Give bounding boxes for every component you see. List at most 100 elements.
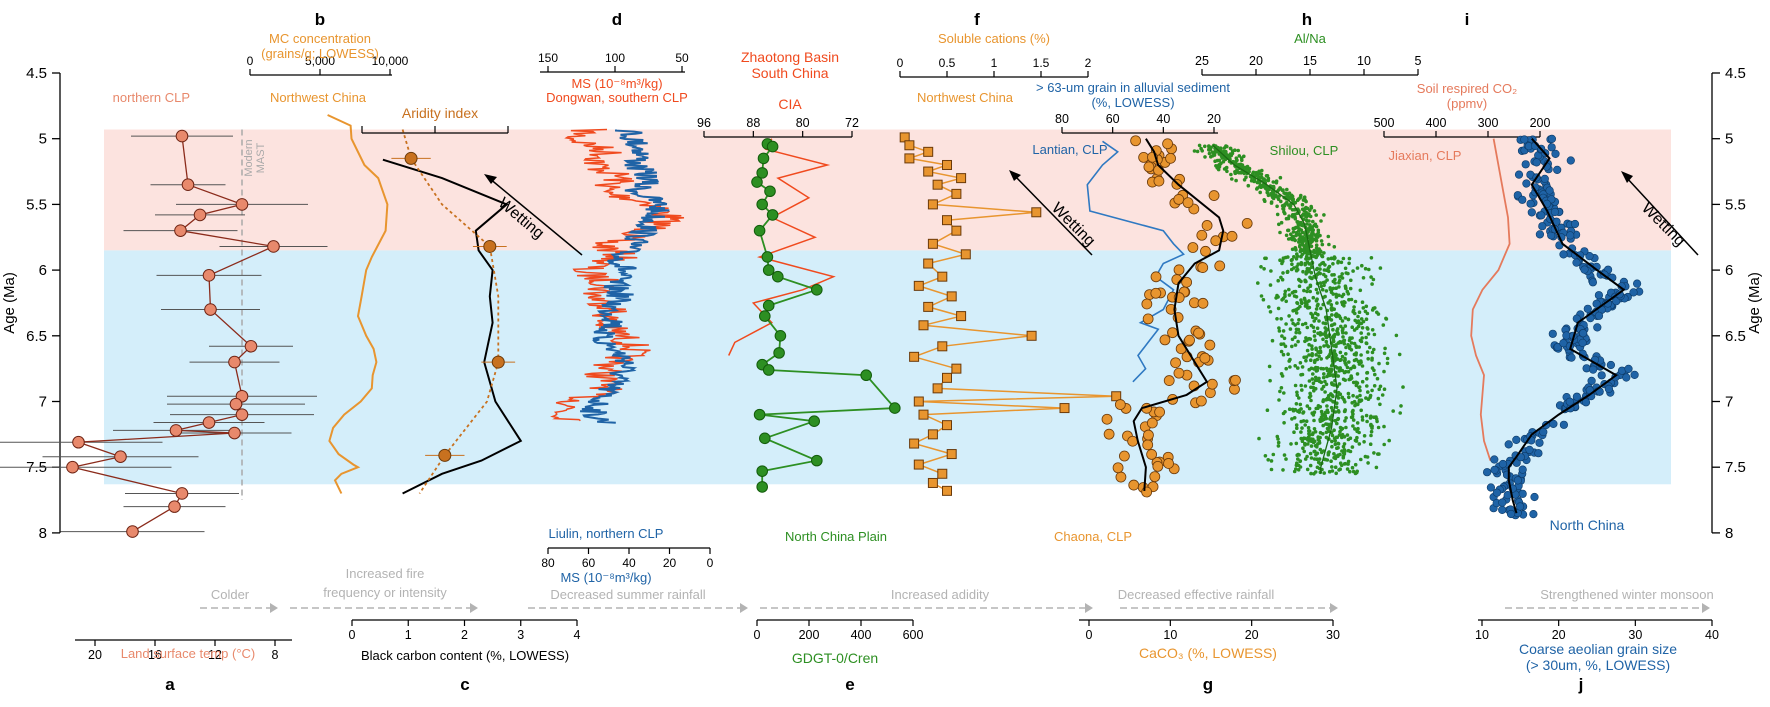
panel-g-caco3-point [1230, 374, 1241, 386]
panel-d-top-axis-label: MS (10⁻⁸m³/kg) [571, 76, 662, 91]
panel-h-al-na-point [1288, 357, 1292, 362]
panel-e-bottom-axis: 0 200 400 600 [754, 619, 923, 642]
panel-h-al-na-point [1324, 382, 1329, 387]
panel-h-al-na-point [1316, 230, 1321, 235]
panel-f-cation-marker [904, 140, 915, 151]
panel-j-grain-point [1532, 158, 1541, 167]
caption-colder-arrowhead [270, 603, 278, 613]
panel-i-axis-tick-label: 500 [1374, 116, 1395, 130]
panel-h-al-na-point [1314, 307, 1319, 311]
panel-h-al-na-point [1321, 321, 1326, 325]
panel-g-caco3-point [1195, 395, 1207, 407]
panel-h-al-na-point [1296, 457, 1300, 461]
panel-f-wetting-arrowhead [1009, 170, 1021, 181]
panel-h-al-na-point [1394, 333, 1399, 338]
panel-h-al-na-point [1277, 326, 1281, 330]
panel-j-axis-tick-label: 10 [1475, 628, 1489, 642]
panel-h-al-na-point [1366, 397, 1371, 402]
panel-h-al-na-point [1303, 261, 1307, 266]
panel-h-al-na-point [1347, 297, 1351, 302]
panel-d-bottom-axis-label: MS (10⁻⁸m³/kg) [560, 570, 651, 585]
warm-interval-band [104, 129, 1671, 251]
panel-h-al-na-point [1300, 426, 1304, 430]
panel-h-al-na-point [1267, 305, 1271, 309]
panel-h-al-na-point [1340, 354, 1345, 359]
panel-h-al-na-point [1286, 203, 1291, 207]
panel-h-al-na-point [1336, 332, 1340, 336]
panel-h-al-na-point [1268, 310, 1273, 314]
panel-h-al-na-point [1298, 245, 1302, 249]
panel-h-al-na-point [1292, 254, 1296, 259]
panel-h-al-na-point [1369, 275, 1373, 279]
panel-h-al-na-point [1257, 185, 1262, 189]
panel-h-al-na-point [1341, 256, 1346, 261]
panel-g-lantian-line [1086, 140, 1185, 383]
panel-h-al-na-point [1365, 419, 1369, 424]
panel-h-al-na-point [1382, 424, 1386, 429]
panel-h-al-na-point [1358, 288, 1363, 293]
panel-h-al-na-point [1322, 272, 1326, 277]
panel-h-al-na-point [1374, 465, 1379, 470]
panel-h-series-label: Shilou, CLP [1270, 143, 1339, 158]
panel-h-al-na-point [1310, 347, 1314, 351]
panel-h-al-na-point [1352, 352, 1357, 357]
panel-a-temperature-point [202, 416, 216, 429]
panel-h-al-na-point [1331, 279, 1336, 284]
panel-h-al-na-point [1368, 442, 1373, 447]
panel-a-temperature-point [114, 450, 127, 463]
panel-h-al-na-point [1321, 399, 1325, 404]
panel-g-caco3-point [1150, 287, 1162, 299]
panel-h-al-na-point [1282, 336, 1287, 341]
panel-h-al-na-point [1284, 322, 1288, 326]
panel-h-al-na-point [1311, 385, 1315, 390]
panel-h-al-na-point [1314, 246, 1319, 250]
panel-h-al-na-point [1338, 350, 1343, 355]
panel-h-al-na-point [1290, 247, 1295, 252]
panel-h-al-na-point [1312, 388, 1316, 393]
caption-effective-rainfall: Decreased effective rainfall [1118, 587, 1338, 613]
panel-h-al-na-point [1327, 242, 1331, 247]
panel-h-al-na-point [1279, 349, 1284, 354]
panel-h-al-na-point [1327, 354, 1331, 359]
panel-h-al-na-point [1331, 327, 1335, 332]
panel-j-grain-point [1606, 360, 1615, 370]
panel-h-al-na-point [1338, 429, 1342, 434]
panel-h-al-na-point [1314, 243, 1319, 247]
panel-h-al-na-point [1252, 178, 1257, 183]
caption-fire-text: frequency or intensity [323, 585, 447, 600]
panel-h-al-na-point [1304, 199, 1308, 204]
panel-h-al-na-point [1397, 352, 1402, 357]
panel-h-al-na-point [1331, 262, 1335, 266]
panel-j-axis-label: Coarse aeolian grain size [1519, 641, 1677, 657]
panel-h-al-na-point [1319, 409, 1324, 414]
panel-h-al-na-point [1290, 262, 1294, 267]
panel-e-gdgt-point [773, 347, 785, 359]
panel-j-grain-point [1512, 435, 1521, 445]
panel-h-al-na-point [1316, 435, 1320, 439]
panel-h-al-na-point [1334, 295, 1339, 299]
panel-h-al-na-point [1313, 375, 1318, 380]
panel-h-al-na-point [1275, 212, 1280, 217]
panel-h-al-na-point [1305, 246, 1310, 251]
panel-h-al-na-point [1294, 311, 1299, 315]
panel-h-al-na-point [1343, 316, 1348, 320]
panel-j-grain-point [1548, 329, 1557, 338]
panel-h-al-na-point [1298, 232, 1302, 236]
panel-h-al-na-point [1301, 269, 1305, 274]
panel-a-temperature-point [126, 525, 139, 538]
panel-j-grain-point [1513, 476, 1522, 485]
panel-h-al-na-point [1341, 451, 1346, 456]
panel-letter-a: a [165, 675, 175, 694]
panel-h-al-na-point [1375, 376, 1380, 381]
panel-h-al-na-point [1295, 393, 1299, 398]
panel-h-al-na-point [1329, 303, 1334, 307]
panel-j-grain-point [1566, 156, 1575, 165]
panel-j-grain-point [1572, 392, 1581, 401]
panel-h-al-na-point [1303, 236, 1308, 240]
panel-h-al-na-point [1330, 439, 1334, 444]
panel-h-al-na-point [1336, 374, 1340, 378]
panel-h-al-na-point [1279, 342, 1283, 347]
panel-h-al-na-point [1359, 457, 1363, 462]
panel-h-al-na-point [1353, 462, 1358, 467]
panel-g-caco3-point [1159, 334, 1171, 346]
